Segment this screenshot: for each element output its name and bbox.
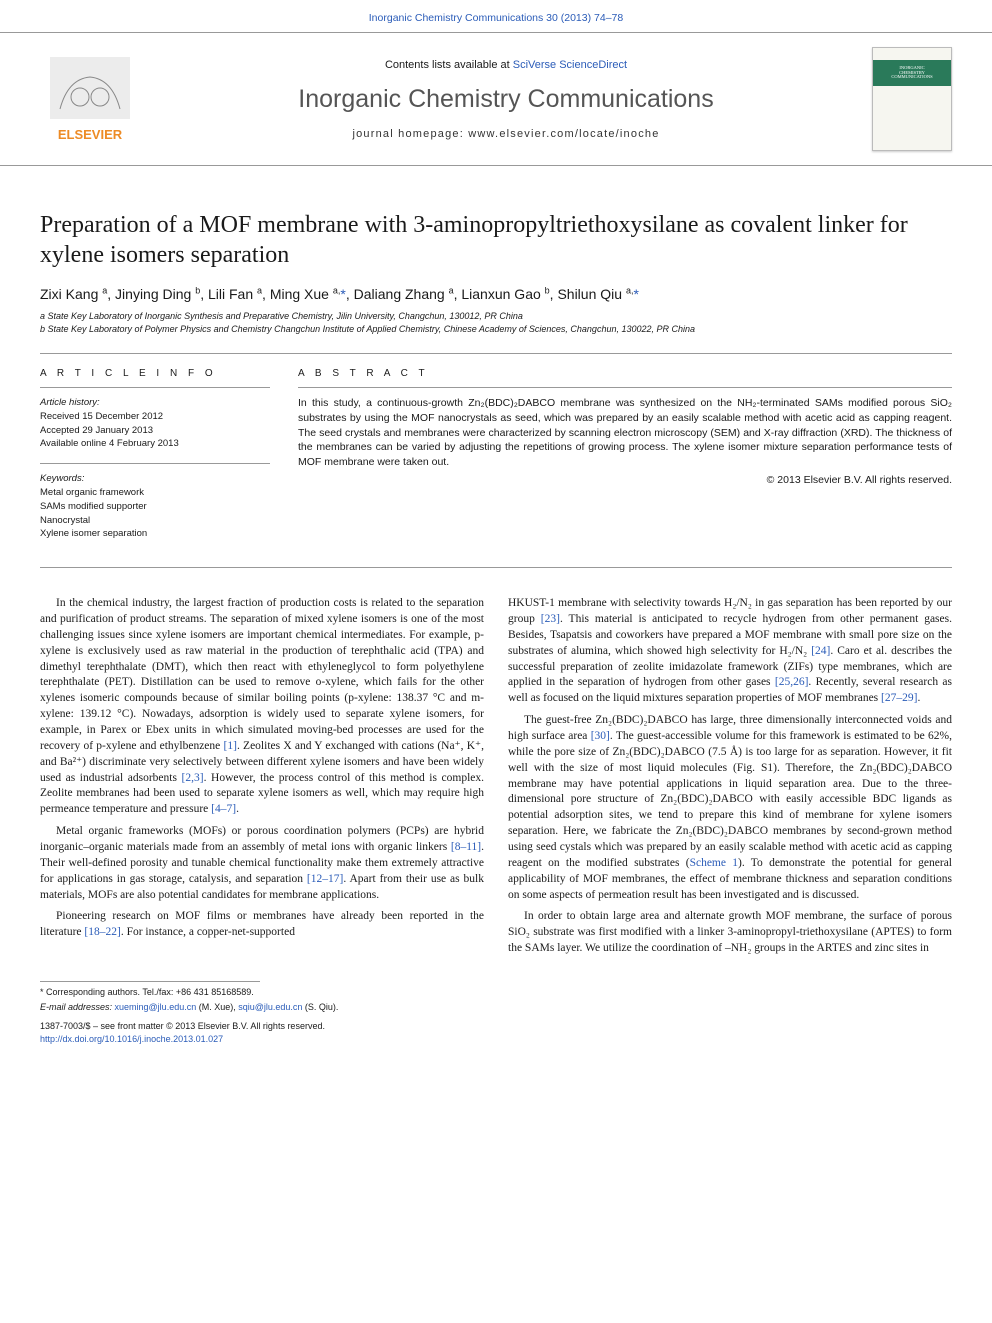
body-paragraph: In order to obtain large area and altern… — [508, 909, 952, 957]
affiliation-b: b State Key Laboratory of Polymer Physic… — [40, 323, 952, 336]
affiliation-a: a State Key Laboratory of Inorganic Synt… — [40, 310, 952, 323]
article-title: Preparation of a MOF membrane with 3-ami… — [40, 210, 952, 270]
abstract-header: A B S T R A C T — [298, 368, 952, 379]
body-text: In the chemical industry, the largest fr… — [40, 596, 952, 963]
body-column-right: HKUST-1 membrane with selectivity toward… — [508, 596, 952, 963]
publisher-logo: ELSEVIER — [40, 49, 140, 149]
email-link-1[interactable]: xueming@jlu.edu.cn — [115, 1002, 197, 1012]
citation-link[interactable]: Inorganic Chemistry Communications 30 (2… — [369, 12, 623, 24]
footer: * Corresponding authors. Tel./fax: +86 4… — [40, 981, 952, 1046]
journal-header: ELSEVIER Contents lists available at Sci… — [0, 32, 992, 166]
journal-homepage: journal homepage: www.elsevier.com/locat… — [164, 128, 848, 140]
svg-text:ELSEVIER: ELSEVIER — [58, 127, 123, 142]
abstract-text: In this study, a continuous-growth Zn₂(B… — [298, 396, 952, 469]
body-paragraph: HKUST-1 membrane with selectivity toward… — [508, 596, 952, 707]
doi-link[interactable]: http://dx.doi.org/10.1016/j.inoche.2013.… — [40, 1034, 223, 1044]
body-paragraph: Pioneering research on MOF films or memb… — [40, 909, 484, 941]
corresponding-author: * Corresponding authors. Tel./fax: +86 4… — [40, 986, 952, 999]
journal-citation: Inorganic Chemistry Communications 30 (2… — [0, 0, 992, 32]
journal-cover-thumbnail: INORGANIC CHEMISTRY COMMUNICATIONS — [872, 47, 952, 151]
contents-line: Contents lists available at SciVerse Sci… — [164, 59, 848, 71]
body-paragraph: Metal organic frameworks (MOFs) or porou… — [40, 824, 484, 903]
body-paragraph: The guest-free Zn₂(BDC)₂DABCO has large,… — [508, 713, 952, 903]
body-column-left: In the chemical industry, the largest fr… — [40, 596, 484, 963]
abstract-copyright: © 2013 Elsevier B.V. All rights reserved… — [298, 474, 952, 486]
author-list: Zixi Kang a, Jinying Ding b, Lili Fan a,… — [40, 286, 952, 302]
issn-line: 1387-7003/$ – see front matter © 2013 El… — [40, 1020, 952, 1033]
journal-title: Inorganic Chemistry Communications — [164, 85, 848, 114]
article-info-header: A R T I C L E I N F O — [40, 368, 270, 379]
body-paragraph: In the chemical industry, the largest fr… — [40, 596, 484, 818]
author-emails: E-mail addresses: xueming@jlu.edu.cn (M.… — [40, 1001, 952, 1014]
email-link-2[interactable]: sqiu@jlu.edu.cn — [238, 1002, 302, 1012]
article-history: Article history: Received 15 December 20… — [40, 396, 270, 451]
keywords: Keywords: Metal organic framework SAMs m… — [40, 472, 270, 541]
doi-line: http://dx.doi.org/10.1016/j.inoche.2013.… — [40, 1033, 952, 1046]
affiliations: a State Key Laboratory of Inorganic Synt… — [40, 310, 952, 335]
sciencedirect-link[interactable]: SciVerse ScienceDirect — [513, 59, 627, 71]
